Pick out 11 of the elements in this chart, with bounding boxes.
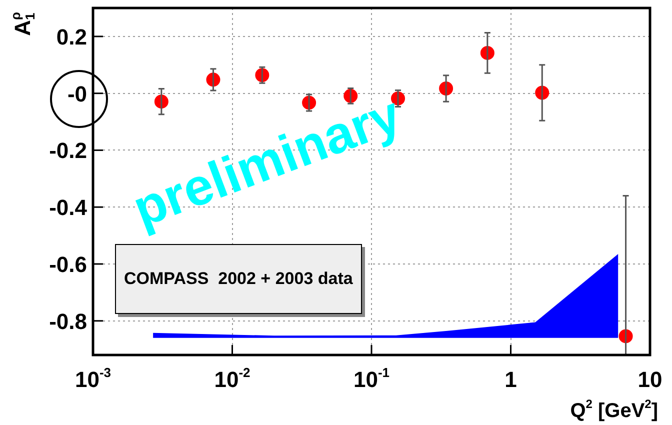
y-tick-label: -0.4 [49,195,88,220]
y-tick-label: 0.2 [56,24,88,50]
text-box: COMPASS 2002 + 2003 data [115,244,362,314]
y-tick-label: -0.6 [49,252,88,277]
x-tick-label: 10 [638,367,662,392]
y-axis-title: A1ρ [8,12,38,36]
y-tick-label: -0.8 [49,308,88,334]
y-tick-label: -0 [67,81,87,106]
x-tick-label: 1 [504,367,517,392]
y-tick-label: -0.2 [49,138,88,164]
annotation: COMPASS 2002 + 2003 data [124,269,353,289]
